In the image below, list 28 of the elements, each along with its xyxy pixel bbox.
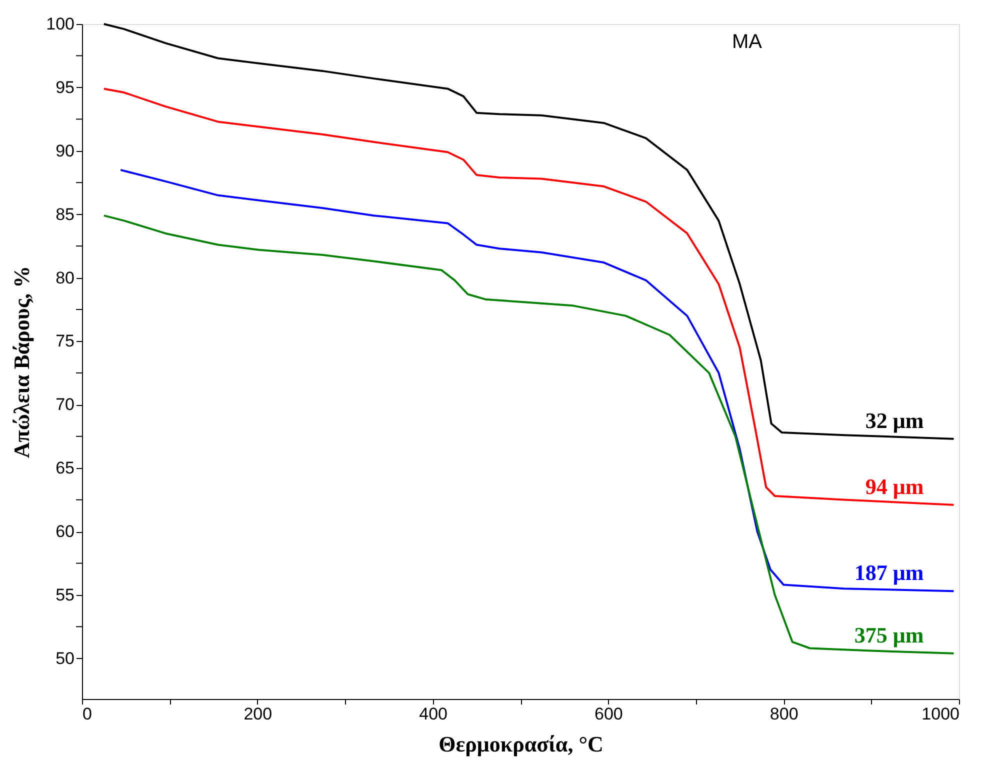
x-tick-label: 600: [594, 704, 623, 724]
y-tick-label: 65: [56, 458, 74, 478]
y-tick-label: 50: [56, 648, 74, 668]
y-tick-label: 55: [56, 585, 74, 604]
y-tick-label: 85: [56, 204, 74, 224]
y-tick-label: 100: [46, 14, 74, 34]
x-tick-label: 1000: [922, 704, 960, 724]
y-tick-label: 95: [56, 78, 74, 97]
x-axis-title: Θερμοκρασία, °C: [438, 732, 604, 756]
x-tick-label: 200: [244, 704, 272, 724]
series-label: 375 μm: [854, 622, 924, 648]
x-tick-label: 0: [82, 704, 92, 724]
annotation: MA: [732, 31, 763, 53]
line-series: [102, 214, 955, 654]
series-label: 32 μm: [865, 408, 924, 433]
y-tick-label: 75: [56, 332, 74, 351]
y-tick-label: 80: [56, 268, 74, 288]
y-axis-title: Απώλεια Βάρους, %: [9, 266, 34, 458]
x-tick-label: 400: [419, 704, 448, 724]
line-series: [102, 23, 955, 440]
line-series: [102, 88, 955, 506]
line-series: [120, 168, 955, 592]
y-tick-label: 70: [56, 395, 74, 414]
series-label: 94 μm: [865, 474, 924, 499]
y-tick-label: 60: [56, 522, 74, 542]
series-label: 187 μm: [854, 560, 924, 586]
y-tick-label: 90: [56, 141, 74, 160]
x-tick-label: 800: [770, 704, 798, 724]
